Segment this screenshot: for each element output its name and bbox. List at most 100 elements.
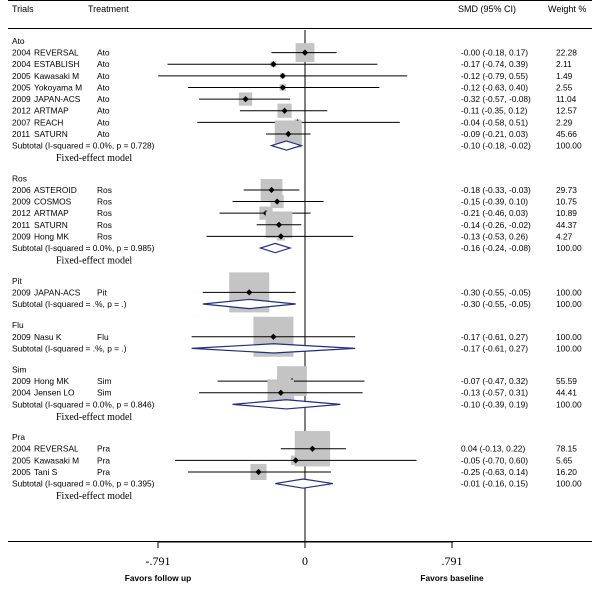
study-ci: -0.09 (-0.21, 0.03) <box>461 129 528 139</box>
study-year: 2009 <box>12 94 31 104</box>
point-estimate <box>292 457 299 464</box>
study-year: 2009 <box>12 197 31 207</box>
model-label: Fixed-effect model <box>56 491 132 502</box>
study-trial: REVERSAL <box>34 444 79 454</box>
study-ci: -0.12 (-0.63, 0.40) <box>461 82 528 92</box>
study-year: 2005 <box>12 467 31 477</box>
study-weight: 1.49 <box>556 71 573 81</box>
subtotal-ci: -0.10 (-0.18, -0.02) <box>461 141 531 151</box>
study-year: 2005 <box>12 71 31 81</box>
subtotal-label: Subtotal (I-squared = 0.0%, p = 0.846) <box>12 399 155 409</box>
study-trial: Yokoyama M <box>34 82 82 92</box>
axis-right-label: Favors baseline <box>420 573 484 583</box>
study-trial: Hong MK <box>34 231 69 241</box>
axis-left-label: Favors follow up <box>125 573 192 583</box>
study-treatment: Ato <box>97 94 110 104</box>
study-year: 2007 <box>12 117 31 127</box>
study-ci: -0.13 (-0.53, 0.26) <box>461 231 528 241</box>
study-year: 2011 <box>12 129 30 139</box>
study-year: 2006 <box>12 185 31 195</box>
study-trial: JAPAN-ACS <box>34 94 81 104</box>
axis-tick-label: 0 <box>302 554 308 568</box>
group-label: Ato <box>12 36 25 46</box>
study-ci: -0.04 (-0.58, 0.51) <box>461 117 528 127</box>
study-ci: -0.32 (-0.57, -0.08) <box>461 94 531 104</box>
study-weight: 10.75 <box>556 197 577 207</box>
study-treatment: Ros <box>97 185 112 195</box>
study-trial: Nasu K <box>34 332 62 342</box>
study-ci: -0.21 (-0.46, 0.03) <box>461 208 528 218</box>
study-treatment: Ros <box>97 220 112 230</box>
study-trial: REACH <box>34 117 63 127</box>
study-year: 2011 <box>12 220 30 230</box>
study-weight: 4.27 <box>556 231 573 241</box>
study-treatment: Sim <box>97 376 111 386</box>
group-label: Pra <box>12 432 25 442</box>
study-ci: -0.25 (-0.63, 0.14) <box>461 467 528 477</box>
study-treatment: Ato <box>97 129 110 139</box>
model-label: Fixed-effect model <box>56 412 132 423</box>
study-treatment: Ato <box>97 82 110 92</box>
header-trials: Trials <box>12 4 34 14</box>
study-year: 2004 <box>12 59 31 69</box>
study-year: 2005 <box>12 82 31 92</box>
subtotal-weight: 100.00 <box>556 141 582 151</box>
study-trial: COSMOS <box>34 197 72 207</box>
study-year: 2012 <box>12 106 31 116</box>
study-trial: ARTMAP <box>34 106 69 116</box>
study-year: 2009 <box>12 231 31 241</box>
study-weight: 45.66 <box>556 129 577 139</box>
subtotal-label: Subtotal (I-squared = 0.0%, p = 0.395) <box>12 479 155 489</box>
group-label: Sim <box>12 365 26 375</box>
study-weight: 11.04 <box>556 94 577 104</box>
study-trial: JAPAN-ACS <box>34 287 81 297</box>
subtotal-ci: -0.10 (-0.39, 0.19) <box>461 399 528 409</box>
model-label: Fixed-effect model <box>56 256 132 267</box>
subtotal-diamond <box>258 242 293 254</box>
study-trial: Jensen LO <box>34 388 75 398</box>
study-treatment: Pra <box>97 455 110 465</box>
study-year: 2004 <box>12 388 31 398</box>
study-trial: Hong MK <box>34 376 69 386</box>
study-ci: -0.30 (-0.55, -0.05) <box>461 287 531 297</box>
study-treatment: Ato <box>97 48 110 58</box>
subtotal-label: Subtotal (I-squared = 0.0%, p = 0.985) <box>12 243 155 253</box>
study-treatment: Ato <box>97 59 110 69</box>
point-estimate <box>242 95 249 103</box>
subtotal-diamond <box>275 478 333 489</box>
subtotal-diamond <box>269 140 304 151</box>
study-weight: 100.00 <box>556 287 582 297</box>
study-ci: 0.04 (-0.13, 0.22) <box>461 444 525 454</box>
study-year: 2004 <box>12 48 31 58</box>
study-weight: 44.37 <box>556 220 577 230</box>
study-weight: 2.11 <box>556 59 572 69</box>
study-weight: 5.65 <box>556 455 573 465</box>
point-estimate <box>309 445 316 452</box>
subtotal-label: Subtotal (I-squared = .%, p = .) <box>12 343 127 353</box>
point-estimate <box>285 130 292 138</box>
study-year: 2005 <box>12 455 31 465</box>
group-label: Pit <box>12 276 22 286</box>
model-label: Fixed-effect model <box>56 153 132 164</box>
study-weight: 12.57 <box>556 106 577 116</box>
study-ci: -0.17 (-0.74, 0.39) <box>461 59 528 69</box>
study-treatment: Pit <box>97 287 107 297</box>
point-estimate <box>270 333 277 340</box>
study-ci: -0.07 (-0.47, 0.32) <box>461 376 528 386</box>
study-ci: -0.18 (-0.33, -0.03) <box>461 185 531 195</box>
study-treatment: Ros <box>97 231 112 241</box>
study-trial: ESTABLISH <box>34 59 79 69</box>
subtotal-weight: 100.00 <box>556 243 582 253</box>
axis-tick-label: -.791 <box>146 554 171 568</box>
study-ci: -0.14 (-0.26, -0.02) <box>461 220 531 230</box>
subtotal-ci: -0.30 (-0.55, -0.05) <box>461 299 531 309</box>
subtotal-diamond <box>232 399 341 410</box>
subtotal-ci: -0.16 (-0.24, -0.08) <box>461 243 531 253</box>
study-year: 2009 <box>12 287 31 297</box>
subtotal-weight: 100.00 <box>556 479 582 489</box>
study-treatment: Pra <box>97 467 110 477</box>
header-smd: SMD (95% CI) <box>458 4 516 14</box>
point-estimate <box>277 389 284 396</box>
study-weight: 44.41 <box>556 388 577 398</box>
